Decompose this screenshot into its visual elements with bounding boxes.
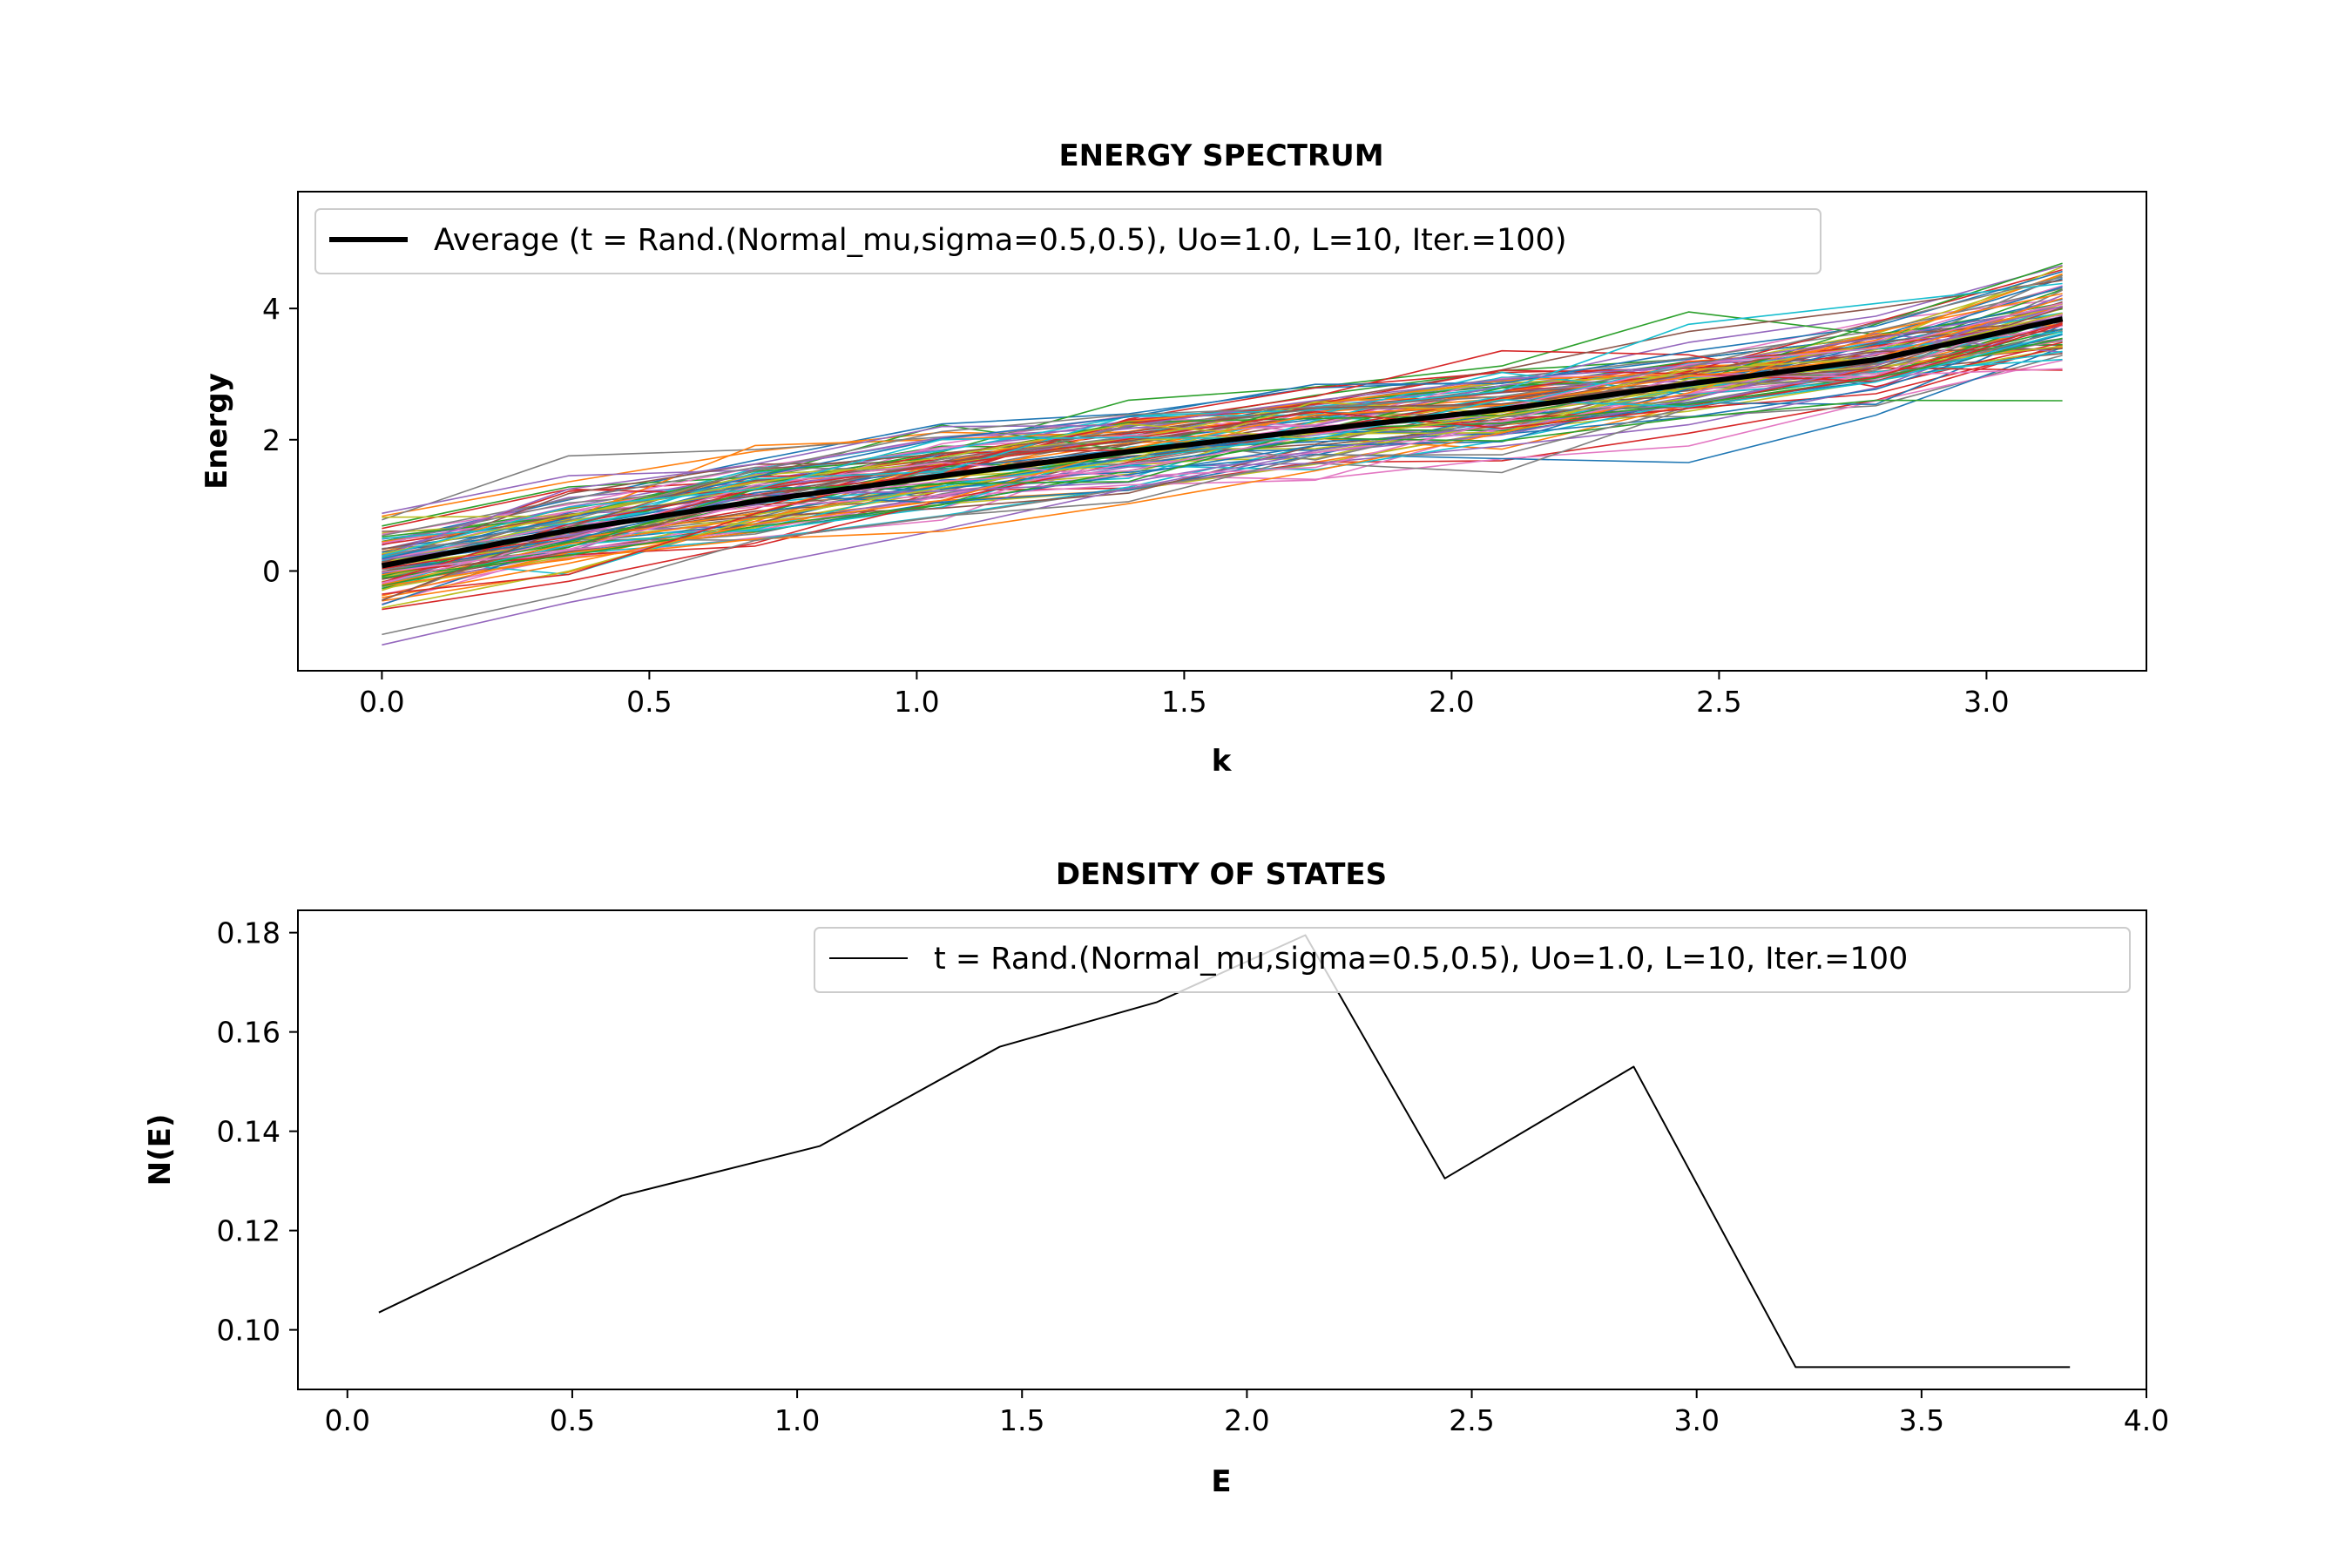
- series-group: [381, 316, 2064, 569]
- x-axis-label: E: [1211, 1464, 1231, 1499]
- x-axis-ticks: 0.0 0.5 1.0 1.5 2.0 2.5 3.0 3.5 4.0: [325, 1389, 2169, 1437]
- realization-line: [382, 304, 2063, 584]
- y-tick-label: 0.12: [217, 1214, 280, 1248]
- x-tick-label: 2.0: [1224, 1403, 1269, 1437]
- x-tick-label: 1.5: [1161, 685, 1206, 719]
- plot-frame: [297, 191, 2147, 672]
- realization-line: [382, 318, 2063, 609]
- chart-title: DENSITY OF STATES: [1056, 857, 1387, 892]
- legend-label: t = Rand.(Normal_mu,sigma=0.5,0.5), Uo=1…: [934, 942, 1908, 977]
- y-tick-label: 0: [262, 554, 280, 588]
- average-line: [381, 316, 2064, 569]
- x-tick-label: 1.5: [999, 1403, 1044, 1437]
- x-tick-label: 2.5: [1696, 685, 1741, 719]
- x-tick-label: 1.0: [894, 685, 939, 719]
- x-tick-label: 0.0: [359, 685, 404, 719]
- y-tick-label: 0.18: [217, 916, 280, 950]
- x-tick-label: 3.5: [1899, 1403, 1944, 1437]
- realization-line: [382, 315, 2063, 540]
- x-tick-label: 4.0: [2124, 1403, 2169, 1437]
- legend: Average (t = Rand.(Normal_mu,sigma=0.5,0…: [314, 208, 1821, 274]
- x-tick-label: 3.0: [1673, 1403, 1719, 1437]
- realization-line: [382, 302, 2063, 573]
- realization-line: [382, 323, 2063, 584]
- realization-line: [382, 270, 2063, 560]
- x-tick-label: 1.0: [774, 1403, 820, 1437]
- x-tick-label: 0.0: [325, 1403, 370, 1437]
- realization-line: [382, 293, 2063, 587]
- y-axis-label: Energy: [199, 373, 234, 490]
- realization-line: [382, 320, 2063, 551]
- plot-frame: [297, 909, 2147, 1390]
- realization-line: [382, 306, 2063, 557]
- x-tick-label: 0.5: [626, 685, 672, 719]
- x-tick-label: 2.0: [1429, 685, 1474, 719]
- x-axis-ticks: 0.0 0.5 1.0 1.5 2.0 2.5 3.0: [359, 671, 2010, 719]
- realization-line: [382, 280, 2063, 580]
- realization-line: [382, 319, 2063, 584]
- y-tick-label: 4: [262, 292, 280, 326]
- y-tick-label: 0.10: [217, 1314, 280, 1348]
- realization-line: [382, 322, 2063, 595]
- density-of-states-chart: DENSITY OF STATES 0.0 0.5 1.0 1.5 2.0 2.5 3.0 3…: [143, 857, 2169, 1499]
- y-axis-ticks: 0 2 4: [262, 292, 298, 588]
- y-tick-label: 0.16: [217, 1016, 280, 1050]
- chart-title: ENERGY SPECTRUM: [1058, 139, 1383, 173]
- legend-box: [314, 208, 1821, 274]
- legend: t = Rand.(Normal_mu,sigma=0.5,0.5), Uo=1…: [814, 927, 2131, 993]
- x-tick-label: 2.5: [1449, 1403, 1494, 1437]
- x-axis-label: k: [1212, 744, 1233, 779]
- x-tick-label: 0.5: [550, 1403, 595, 1437]
- y-tick-label: 2: [262, 423, 280, 457]
- x-tick-label: 3.0: [1963, 685, 2009, 719]
- y-tick-label: 0.14: [217, 1115, 280, 1149]
- energy-spectrum-chart: ENERGY SPECTRUM 0.0 0.5 1.0 1.5 2.0 2.5 3.0 0 2…: [199, 139, 2147, 779]
- realization-line: [382, 276, 2063, 558]
- realization-line: [382, 329, 2063, 550]
- y-axis-label: N(E): [143, 1114, 178, 1186]
- y-axis-ticks: 0.10 0.12 0.14 0.16 0.18: [217, 916, 298, 1348]
- legend-box: [814, 927, 2131, 993]
- legend-label: Average (t = Rand.(Normal_mu,sigma=0.5,0…: [434, 223, 1566, 258]
